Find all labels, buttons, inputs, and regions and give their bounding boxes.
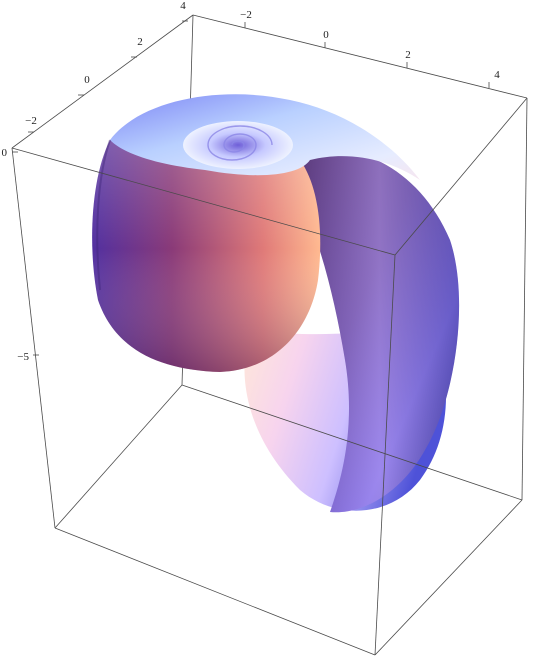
y-tick-label: 2 [137, 36, 143, 48]
x-tick-label: 4 [494, 69, 500, 81]
shell-spire [183, 121, 293, 169]
x-tick-label: 0 [323, 29, 329, 41]
y-tick-label: 0 [84, 74, 90, 86]
box-front-edges [11, 97, 528, 656]
axis-y: 4 2 0 −2 [25, 0, 188, 133]
axis-z: 0 −5 [2, 147, 39, 363]
z-tick-label: 0 [2, 147, 8, 159]
shell-surface [92, 94, 460, 513]
axis-x: −2 0 2 4 [240, 9, 500, 88]
x-tick-label: −2 [240, 9, 252, 21]
z-tick-label: −5 [17, 351, 29, 363]
y-tick-label: −2 [25, 115, 37, 127]
y-tick-label: 4 [180, 0, 186, 12]
x-tick-label: 2 [405, 49, 411, 61]
